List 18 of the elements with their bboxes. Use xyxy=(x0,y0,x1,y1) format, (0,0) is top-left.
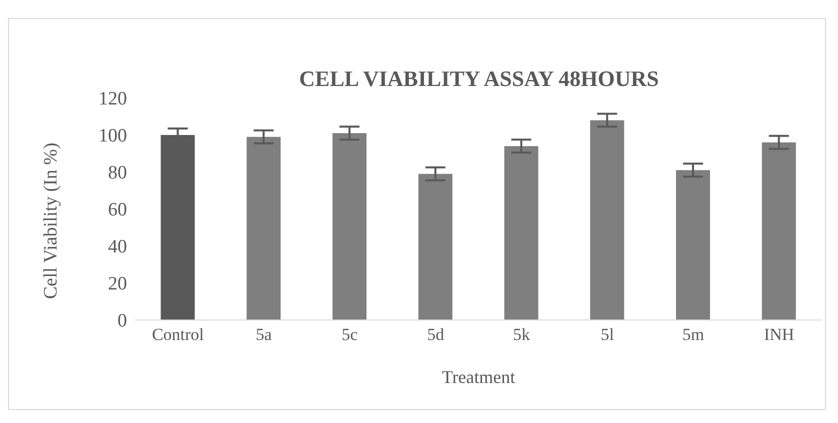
x-tick-label: Control xyxy=(152,325,204,344)
y-tick-label: 120 xyxy=(98,88,127,110)
x-tick-label: 5m xyxy=(682,325,704,344)
x-axis-title: Treatment xyxy=(442,367,516,387)
y-tick-label: 0 xyxy=(118,310,127,332)
x-tick-label: 5a xyxy=(256,325,272,344)
y-tick-label: 40 xyxy=(108,236,127,258)
x-tick-label: 5c xyxy=(342,325,358,344)
x-tick-label: INH xyxy=(764,325,794,344)
y-axis-title: Cell Viability (In %) xyxy=(40,142,62,299)
y-tick-label: 100 xyxy=(98,126,127,147)
y-tick-label: 20 xyxy=(108,274,127,295)
x-tick-label: 5l xyxy=(600,325,614,344)
chart-title: CELL VIABILITY ASSAY 48HOURS xyxy=(299,66,659,91)
y-tick-label: 60 xyxy=(108,200,127,221)
x-tick-label: 5k xyxy=(512,325,530,344)
y-tick-label: 80 xyxy=(108,162,127,184)
x-tick-label: 5d xyxy=(427,325,445,344)
